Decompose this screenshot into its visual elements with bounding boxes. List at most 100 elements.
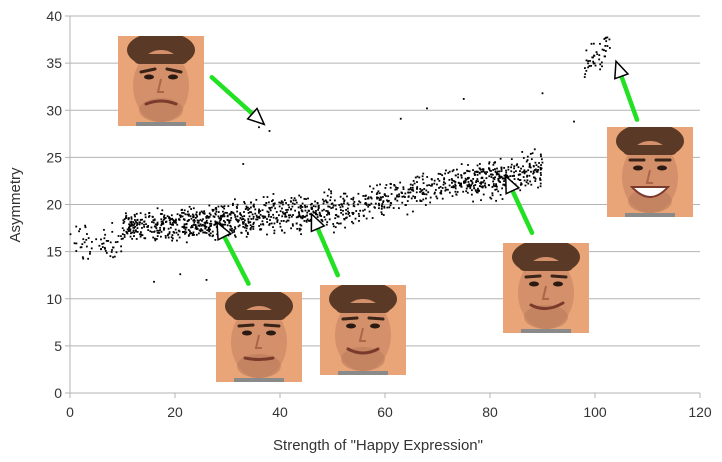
y-tick-label: 30 (46, 102, 62, 118)
scatter-point (192, 219, 195, 222)
scatter-point (593, 62, 596, 65)
scatter-point (231, 229, 233, 232)
scatter-point (188, 234, 190, 237)
scatter-point (212, 209, 214, 212)
scatter-point (422, 182, 425, 185)
scatter-point (152, 236, 155, 239)
scatter-point (339, 222, 342, 225)
scatter-point (222, 214, 224, 217)
x-tick-label: 40 (272, 404, 288, 420)
scatter-point (136, 227, 139, 230)
scatter-point (183, 209, 186, 212)
scatter-point (258, 208, 260, 211)
scatter-point (438, 187, 440, 189)
scatter-point (416, 175, 419, 178)
scatter-point (377, 196, 380, 199)
scatter-point (162, 221, 164, 224)
scatter-point (353, 200, 356, 203)
scatter-point (608, 38, 611, 41)
shirt (136, 122, 186, 126)
scatter-point (164, 236, 167, 239)
scatter-point (478, 171, 481, 174)
scatter-point (206, 229, 209, 232)
scatter-point (133, 219, 136, 221)
scatter-point (380, 207, 383, 210)
scatter-point (290, 200, 292, 203)
scatter-point (452, 185, 455, 187)
scatter-point (201, 229, 204, 232)
scatter-point (357, 212, 360, 215)
scatter-point (537, 186, 539, 189)
scatter-point (390, 193, 393, 195)
scatter-point (155, 238, 158, 240)
scatter-point (287, 208, 289, 211)
scatter-point (283, 199, 286, 202)
scatter-point (183, 226, 185, 229)
scatter-point (421, 189, 424, 191)
scatter-point (440, 192, 443, 195)
scatter-point (207, 216, 210, 219)
scatter-point (333, 199, 336, 202)
scatter-point (540, 168, 542, 170)
scatter-point (263, 203, 266, 206)
scatter-point (275, 217, 278, 219)
scatter-point (466, 177, 469, 180)
right-eye (168, 74, 178, 80)
scatter-point (171, 234, 174, 236)
scatter-point (494, 188, 497, 191)
scatter-point (241, 215, 244, 218)
scatter-point (394, 197, 397, 200)
scatter-point (331, 206, 334, 209)
scatter-point (466, 169, 468, 172)
scatter-point (499, 193, 502, 196)
scatter-point (132, 230, 135, 232)
scatter-point (593, 54, 596, 57)
scatter-point (328, 213, 331, 216)
scatter-point (459, 182, 462, 185)
scatter-point (363, 208, 366, 211)
scatter-point (606, 36, 609, 39)
scatter-point (189, 232, 191, 235)
scatter-point (411, 186, 414, 189)
scatter-point (497, 190, 500, 193)
scatter-point (471, 182, 474, 185)
scatter-point (601, 48, 604, 51)
scatter-point (211, 230, 214, 233)
arrow-shaft (510, 188, 535, 236)
scatter-point (306, 218, 309, 221)
scatter-point (383, 194, 386, 196)
scatter-point (342, 197, 345, 200)
scatter-point (285, 202, 287, 204)
face-photo-5 (607, 127, 693, 217)
scatter-point (376, 196, 378, 199)
scatter-point (268, 206, 271, 209)
scatter-point (321, 220, 324, 223)
scatter-point (368, 210, 371, 213)
scatter-point (262, 217, 265, 219)
scatter-point (379, 183, 381, 186)
scatter-point (237, 220, 240, 223)
scatter-point (515, 164, 518, 167)
scatter-point (131, 231, 134, 234)
scatter-point (352, 213, 354, 216)
scatter-point (238, 224, 241, 227)
scatter-point (427, 191, 430, 194)
scatter-point (529, 166, 532, 169)
scatter-point (473, 172, 476, 175)
scatter-point (226, 211, 228, 214)
scatter-point (414, 197, 416, 199)
scatter-point (218, 221, 221, 224)
scatter-point (492, 163, 495, 166)
scatter-point (132, 221, 135, 223)
scatter-point (334, 226, 337, 229)
scatter-point (505, 169, 507, 172)
scatter-point (364, 202, 367, 205)
scatter-point (603, 38, 606, 40)
scatter-point (181, 230, 184, 233)
scatter-point (587, 60, 590, 63)
scatter-point (384, 195, 387, 197)
scatter-point (205, 221, 208, 224)
scatter-point (434, 191, 436, 194)
scatter-point (270, 222, 273, 225)
scatter-point (523, 169, 526, 172)
